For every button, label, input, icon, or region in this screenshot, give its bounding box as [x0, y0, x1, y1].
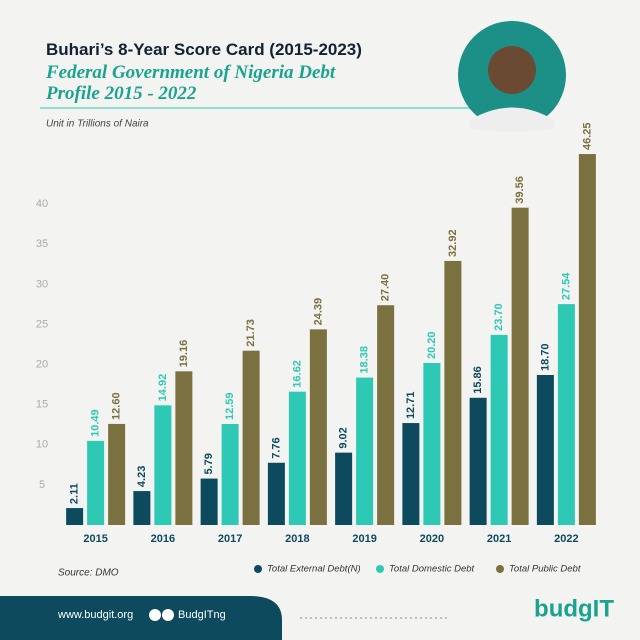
bar [108, 423, 126, 525]
twitter-icon [149, 609, 161, 621]
logo: budgIT [534, 595, 614, 622]
value-label: 18.38 [359, 346, 371, 374]
bar [511, 207, 529, 525]
value-label: 46.25 [581, 123, 593, 151]
bar [578, 154, 596, 526]
value-label: 23.70 [493, 303, 505, 331]
value-label: 7.76 [270, 437, 282, 458]
value-label: 9.02 [338, 427, 350, 448]
bar [402, 423, 420, 525]
bar [423, 362, 441, 525]
value-label: 14.92 [157, 374, 169, 402]
y-tick-label: 10 [36, 439, 48, 451]
value-label: 39.56 [514, 176, 526, 204]
bar [267, 462, 285, 525]
source: Source: DMO [58, 568, 119, 579]
bar [335, 452, 353, 525]
legend-swatch [496, 565, 504, 573]
legend-swatch [254, 565, 262, 573]
value-label: 2.11 [69, 483, 81, 504]
y-tick-label: 15 [36, 399, 48, 411]
bar [221, 424, 239, 525]
value-label: 15.86 [472, 366, 484, 394]
y-tick-label: 40 [36, 198, 48, 210]
value-label: 16.62 [291, 360, 303, 388]
x-tick-label: 2016 [151, 533, 175, 545]
legend-label: Total Public Debt [509, 564, 581, 575]
y-tick-label: 30 [36, 278, 48, 290]
social-handle[interactable]: BudgITng [178, 609, 226, 621]
value-label: 18.70 [539, 343, 551, 371]
bar [356, 377, 374, 525]
bar [87, 440, 105, 525]
y-tick-label: 5 [39, 479, 45, 491]
bar [536, 375, 554, 525]
portrait-face [488, 46, 536, 94]
facebook-icon [162, 609, 174, 621]
x-tick-label: 2015 [83, 533, 107, 545]
bar [242, 350, 260, 525]
y-tick-label: 20 [36, 358, 48, 370]
x-tick-label: 2022 [554, 533, 578, 545]
y-tick-label: 35 [36, 238, 48, 250]
bar [444, 260, 462, 525]
value-label: 24.39 [312, 298, 324, 326]
value-label: 27.40 [380, 274, 392, 302]
x-tick-label: 2021 [487, 533, 511, 545]
bar [133, 491, 151, 525]
bar [154, 405, 172, 525]
bar [309, 329, 327, 525]
y-tick-label: 25 [36, 318, 48, 330]
x-tick-label: 2018 [285, 533, 309, 545]
bar [200, 478, 218, 525]
footer-band [0, 596, 282, 640]
bar [288, 391, 306, 525]
portrait-robe [470, 107, 554, 132]
title: Buhari’s 8-Year Score Card (2015-2023) [46, 40, 362, 59]
value-label: 21.73 [245, 319, 257, 347]
value-label: 12.60 [111, 392, 123, 420]
x-tick-label: 2019 [352, 533, 376, 545]
legend-label: Total Domestic Debt [389, 564, 475, 575]
bar [66, 508, 84, 525]
bar [175, 371, 193, 525]
value-label: 12.71 [405, 392, 417, 420]
value-label: 32.92 [447, 229, 459, 257]
website[interactable]: www.budgit.org [57, 609, 133, 621]
x-tick-label: 2017 [218, 533, 242, 545]
unit-note: Unit in Trillions of Naira [46, 119, 149, 130]
value-label: 4.23 [136, 466, 148, 487]
value-label: 10.49 [90, 409, 102, 437]
value-label: 12.59 [224, 392, 236, 420]
subtitle: Federal Government of Nigeria Debt Profi… [46, 62, 336, 104]
bar [469, 397, 487, 525]
bar [557, 304, 575, 525]
bar [377, 305, 395, 525]
value-label: 19.16 [178, 340, 190, 368]
value-label: 27.54 [560, 272, 572, 300]
value-label: 20.20 [426, 331, 438, 359]
legend-label: Total External Debt(N) [267, 564, 361, 575]
legend-swatch [376, 565, 384, 573]
x-tick-label: 2020 [420, 533, 444, 545]
bar [490, 334, 508, 525]
value-label: 5.79 [203, 453, 215, 474]
